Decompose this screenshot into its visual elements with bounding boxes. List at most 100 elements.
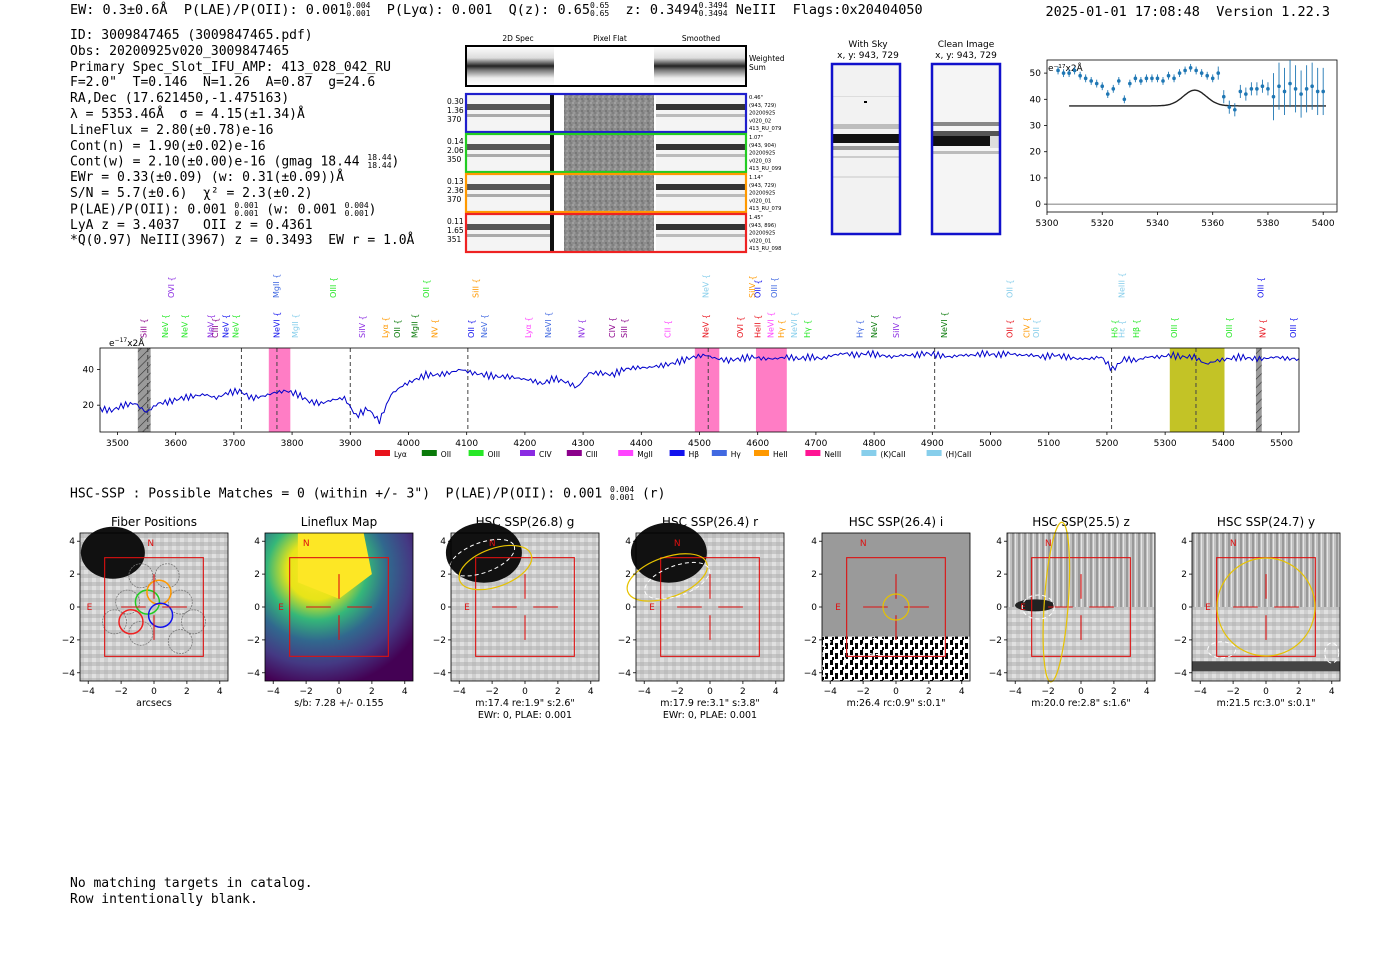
cutout-2d xyxy=(466,94,554,132)
cutout-2d-col xyxy=(550,134,554,172)
cutout-meta: v020_03 xyxy=(749,158,771,164)
full-xtick-label: 4000 xyxy=(397,439,420,449)
legend-label: Lyα xyxy=(394,450,407,459)
hsc-north-label: N xyxy=(489,539,496,549)
cutout-2d-col xyxy=(550,214,554,252)
legend-swatch xyxy=(711,450,727,456)
legend-swatch xyxy=(520,450,535,456)
full-xtick-label: 3900 xyxy=(339,439,362,449)
cutout-smoothed xyxy=(656,134,746,172)
cutout-stat: 370 xyxy=(447,195,462,204)
hsc-north-label: N xyxy=(860,539,867,549)
zoom-ytick-label: 30 xyxy=(1030,122,1042,132)
zoom-point xyxy=(1105,92,1110,96)
hsc-ytick-label: −2 xyxy=(989,636,1002,646)
fiber-circle xyxy=(118,609,144,635)
full-line-label: OII { xyxy=(422,279,431,298)
hsc-north-label: N xyxy=(303,539,310,549)
zoom-point xyxy=(1227,105,1232,109)
hsc-xtick-label: −4 xyxy=(638,687,652,697)
cutout-stat: 0.14 xyxy=(447,137,464,146)
hsc-panel-image xyxy=(265,533,413,681)
hsc-xtick-label: 2 xyxy=(926,687,932,697)
zoom-point xyxy=(1089,79,1093,83)
legend-label: Hγ xyxy=(731,450,742,459)
hsc-panel: HSC SSP(25.5) z N E −4 −4 −2 −2 0 0 2 2 4 4 m:20.0 re… xyxy=(989,515,1156,709)
zoom-xtick-label: 5300 xyxy=(1036,219,1059,229)
hsc-xtick-label: 4 xyxy=(773,687,779,697)
hsc-xtick-label: −4 xyxy=(267,687,281,697)
zoom-point xyxy=(1078,73,1082,78)
full-xtick-label: 4500 xyxy=(688,439,711,449)
hsc-xtick-label: 2 xyxy=(1111,687,1117,697)
full-line-label: Lyα { xyxy=(381,317,390,338)
full-line-label: OII { xyxy=(754,279,763,298)
zoom-point xyxy=(1056,68,1060,73)
hsc-ytick-label: 4 xyxy=(440,537,446,547)
hsc-ytick-label: 0 xyxy=(625,603,631,613)
info-lineflux: LineFlux = 2.80(±0.78)e-16 xyxy=(70,122,274,138)
cutout-header-smooth: Smoothed xyxy=(682,34,721,43)
legend-swatch xyxy=(926,450,942,456)
info-ewr: EWr = 0.33(±0.09) (w: 0.31(±0.09))Å xyxy=(70,170,344,186)
full-xtick-label: 4900 xyxy=(921,439,944,449)
hsc-panel-title: HSC SSP(24.7) y xyxy=(1217,515,1315,529)
spectral-cutouts: 2D Spec Pixel Flat Smoothed Weighted Sum … xyxy=(447,34,785,254)
cutout-pixel-flat xyxy=(564,94,654,132)
zoom-point xyxy=(1155,76,1160,81)
hsc-aperture-box xyxy=(846,557,946,657)
legend-label: CIII xyxy=(586,450,598,459)
legend-swatch xyxy=(861,450,877,456)
cutout-meta: 20200925 xyxy=(749,111,775,117)
hsc-xtick-label: 0 xyxy=(1263,687,1269,697)
full-xtick-label: 3600 xyxy=(164,439,187,449)
hsc-panel-image xyxy=(822,533,970,681)
hsc-ytick-label: 4 xyxy=(69,537,75,547)
hsc-xtick-label: −4 xyxy=(82,687,96,697)
full-line-label: NeVI { xyxy=(544,312,553,338)
zoom-ytick-label: 0 xyxy=(1035,200,1041,210)
footer-note: No matching targets in catalog. Row inte… xyxy=(70,876,313,907)
hsc-panel-image xyxy=(80,526,228,681)
hsc-north-label: N xyxy=(147,539,154,549)
zoom-point xyxy=(1161,79,1165,83)
hsc-ellipse xyxy=(882,593,910,621)
hsc-xtick-label: 2 xyxy=(1296,687,1302,697)
full-line-label: NeVI { xyxy=(272,312,281,338)
zoom-point xyxy=(1188,66,1193,70)
cutout-meta: (943, 729) xyxy=(749,103,776,109)
zoom-point xyxy=(1315,89,1320,94)
hsc-ytick-label: 4 xyxy=(811,537,817,547)
zoom-point xyxy=(1183,68,1187,73)
full-line-label: NeV { xyxy=(161,314,170,338)
full-spectrum-chart: e−17x2Å 3500 3600 3700 3800 3900 4000 4100 4200… xyxy=(83,272,1300,459)
hsc-ytick-label: 0 xyxy=(440,603,446,613)
cutout-smooth-band xyxy=(656,144,746,150)
info-plae-w-end: ) xyxy=(368,202,377,218)
full-line-label: OIII { xyxy=(329,277,338,298)
cutout-2d-band xyxy=(466,234,554,237)
hsc-panel-caption: m:26.4 rc:0.9" s:0.1" xyxy=(847,698,946,709)
hsc-xtick-label: 0 xyxy=(336,687,342,697)
full-line-label: NV { xyxy=(1258,319,1267,338)
info-contw: Cont(w) = 2.10(±0.00)e-16 (gmag 18.44 xyxy=(70,154,360,170)
summary-header: EW: 0.3±0.6Å P(LAE)/P(OII): 0.0010.004 0.… xyxy=(70,2,923,19)
hsc-panel-title: Lineflux Map xyxy=(301,515,377,529)
zoom-point xyxy=(1260,84,1265,89)
hsc-ytick-label: 0 xyxy=(1181,603,1187,613)
cutout-2d-band xyxy=(466,224,554,230)
cutout-pixel-flat xyxy=(564,134,654,172)
plya-value: P(Lyα): 0.001 xyxy=(386,2,493,18)
full-spectrum-line xyxy=(99,349,1300,425)
info-fiber: F=2.0" T=0.146 N=1.26 A=0.87 g=24.6 xyxy=(70,75,376,91)
info-plae: P(LAE)/P(OII): 0.001 xyxy=(70,202,227,218)
plae-header-lo: 0.001 xyxy=(346,9,371,18)
legend-swatch xyxy=(805,450,821,456)
hsc-east-label: E xyxy=(649,603,655,613)
hsc-xtick-label: 0 xyxy=(893,687,899,697)
cutout-pixel-flat xyxy=(564,214,654,252)
hsc-east-label: E xyxy=(1205,603,1211,613)
hsc-xtick-label: −2 xyxy=(485,687,498,697)
full-xtick-label: 5000 xyxy=(979,439,1002,449)
zoom-xtick-label: 5340 xyxy=(1146,219,1169,229)
